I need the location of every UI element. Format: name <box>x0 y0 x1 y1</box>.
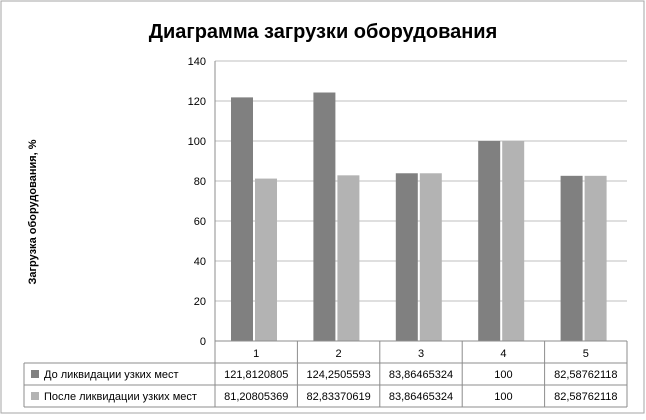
bar <box>478 141 501 341</box>
y-axis-label: Загрузка оборудования, % <box>27 139 39 284</box>
gridlines <box>214 60 627 341</box>
data-label: 100 <box>494 391 512 403</box>
x-tick-label: 5 <box>583 348 589 360</box>
data-label: 82,58762118 <box>554 391 617 403</box>
data-label: 83,86465324 <box>389 391 453 403</box>
data-table: 1 2 3 4 5 До ликвидации узких мест 121,8120805… <box>23 340 628 408</box>
bar <box>584 175 607 341</box>
data-label: 124,2505593 <box>306 369 370 381</box>
x-tick-label: 2 <box>336 348 342 360</box>
y-tick-label: 120 <box>188 96 206 108</box>
y-tick-label: 140 <box>188 56 206 68</box>
y-tick-label: 0 <box>200 336 206 348</box>
legend-key <box>31 370 39 378</box>
bar <box>337 175 360 341</box>
y-tick-label: 100 <box>188 136 206 148</box>
bars <box>231 92 607 342</box>
data-label: 82,58762118 <box>554 369 617 381</box>
data-label: 81,20805369 <box>224 391 288 403</box>
y-tick-label: 60 <box>194 216 206 228</box>
bar <box>502 141 525 341</box>
y-tick-label: 40 <box>194 256 206 268</box>
data-label: 100 <box>494 369 512 381</box>
x-tick-label: 1 <box>253 348 259 360</box>
x-tick-label: 4 <box>500 348 506 360</box>
y-axis-ticks: 0 20 40 60 80 100 120 140 <box>188 56 206 348</box>
x-tick-label: 3 <box>418 348 424 360</box>
legend-key <box>31 392 39 400</box>
legend-label: До ликвидации узких мест <box>44 369 179 381</box>
bar <box>255 178 277 341</box>
data-label: 121,8120805 <box>224 369 288 381</box>
bar <box>231 97 253 341</box>
y-tick-label: 20 <box>194 296 206 308</box>
legend-label: После ликвидации узких мест <box>44 391 197 403</box>
y-tick-label: 80 <box>194 176 206 188</box>
chart-title: Диаграмма загрузки оборудования <box>149 21 498 43</box>
data-label: 82,83370619 <box>306 391 370 403</box>
bar <box>419 173 442 341</box>
bar <box>313 92 336 342</box>
bar <box>395 173 418 341</box>
data-label: 83,86465324 <box>389 369 453 381</box>
bar <box>560 175 583 341</box>
